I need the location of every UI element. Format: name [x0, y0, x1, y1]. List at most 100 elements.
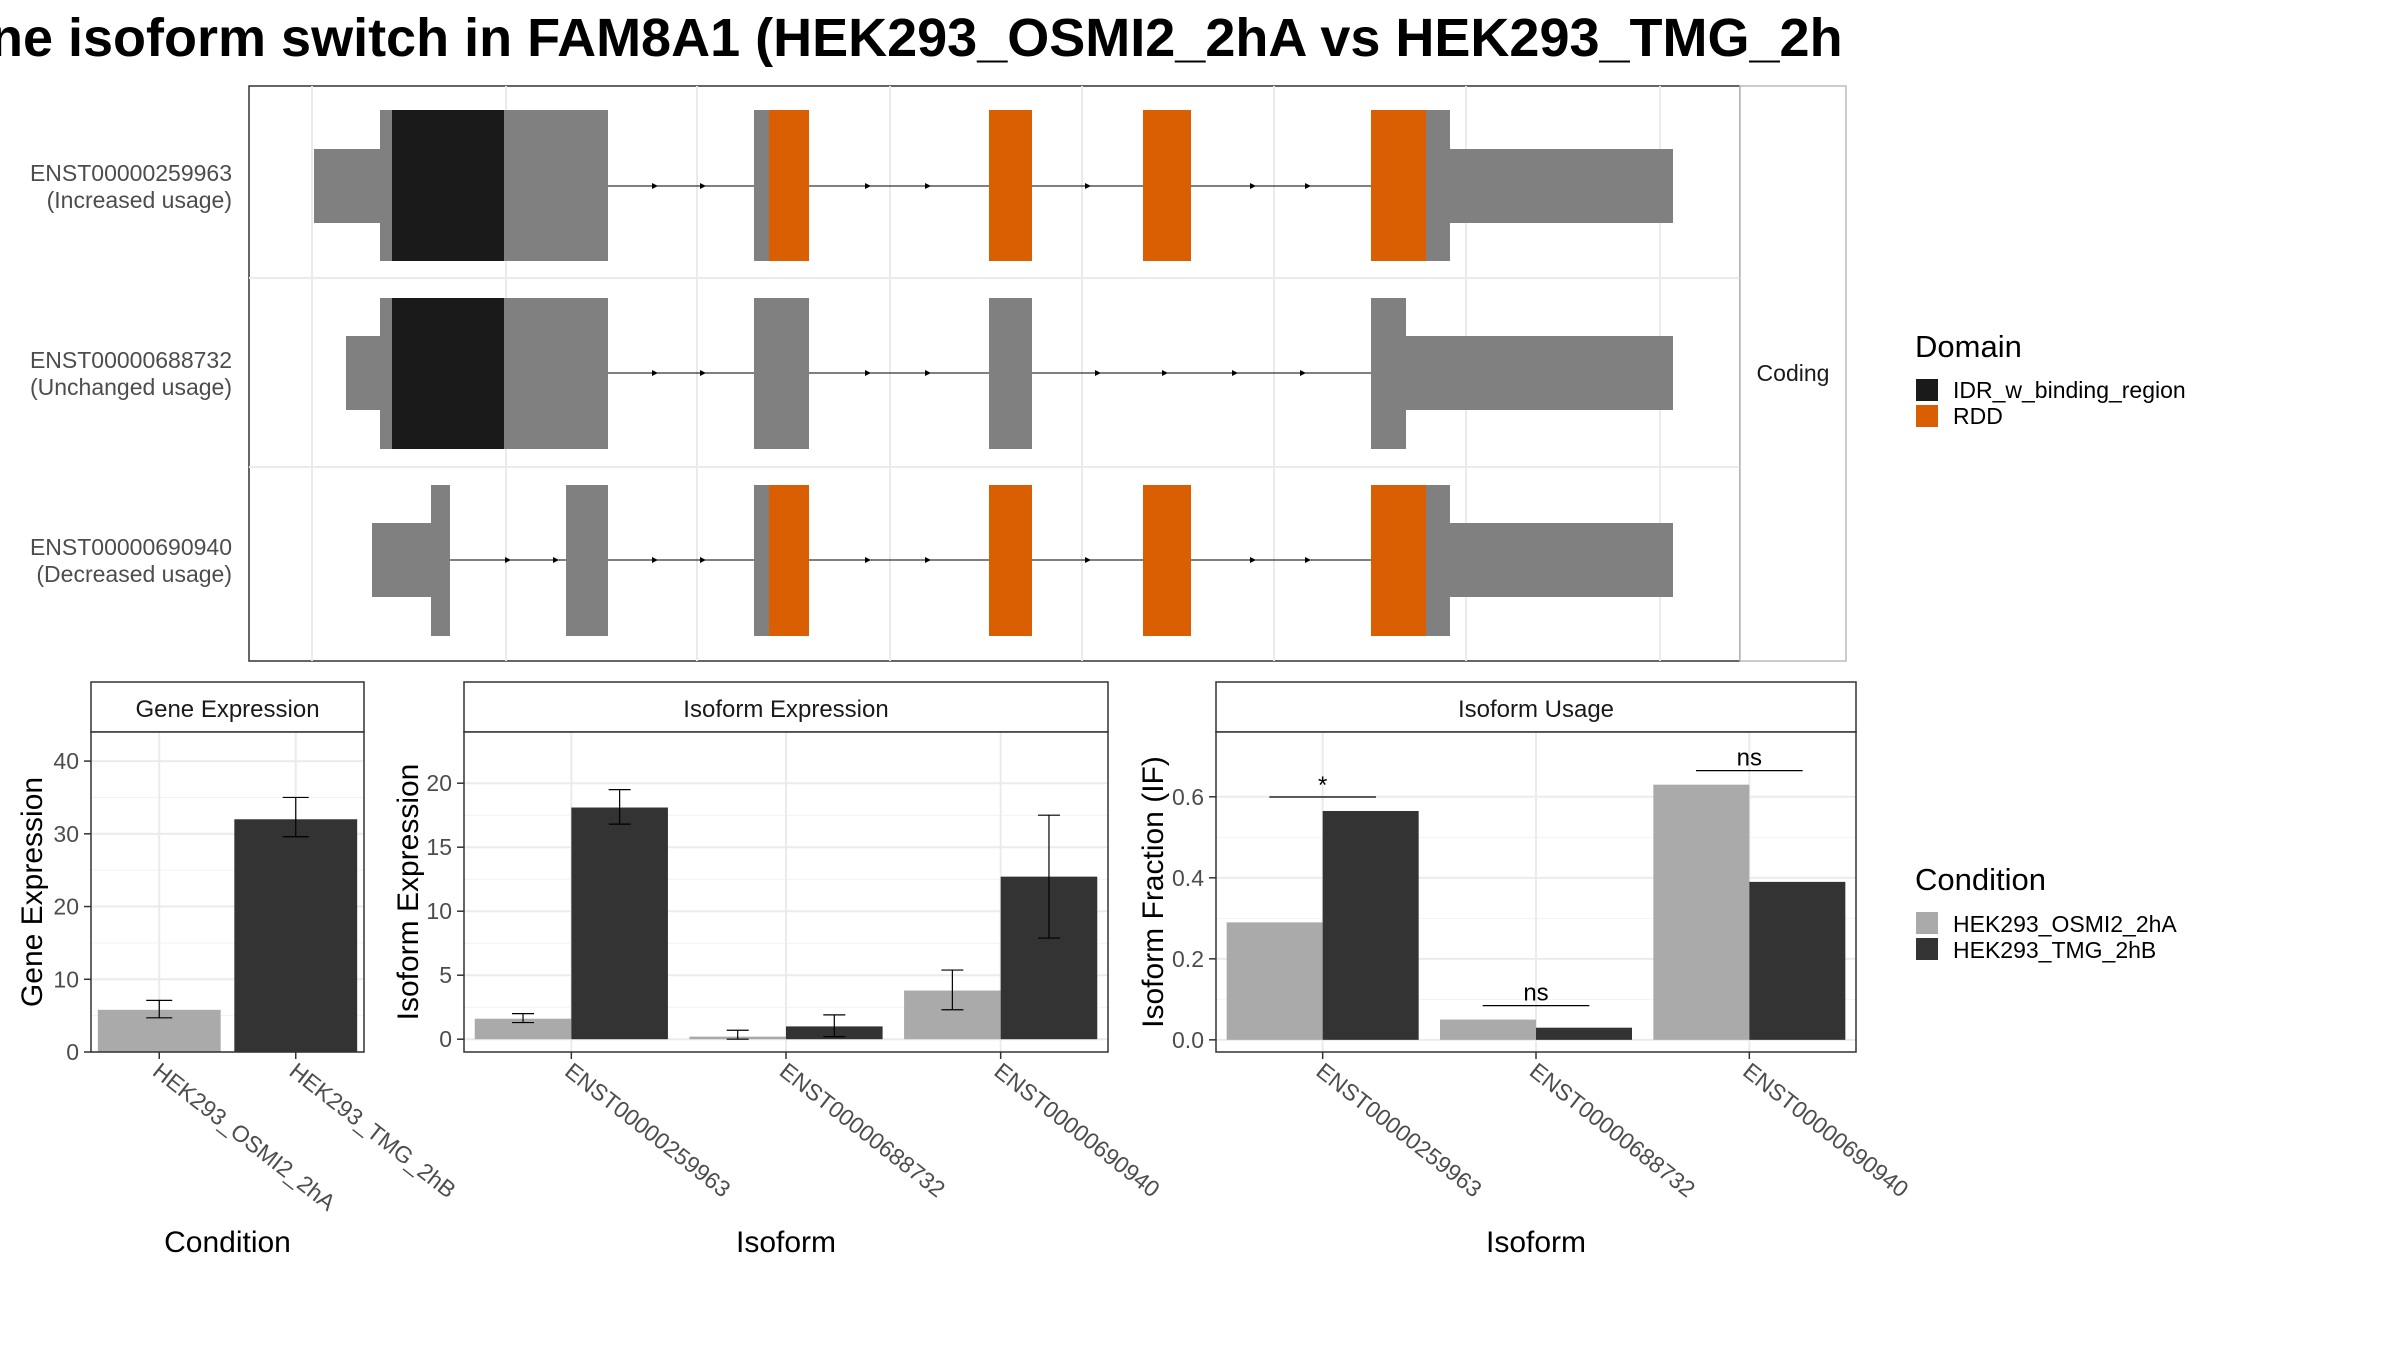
- significance-label: ns: [1523, 980, 1548, 1007]
- domain-legend: Domain IDR_w_binding_region RDD: [1915, 329, 2186, 429]
- x-tick-label: ENST00000259963: [1312, 1057, 1487, 1202]
- bar: [1322, 810, 1419, 1040]
- bar: [1226, 922, 1323, 1040]
- panel-strip: [463, 681, 1109, 733]
- legend-label: HEK293_TMG_2hB: [1953, 937, 2156, 963]
- legend-swatch: [1916, 379, 1938, 401]
- isoform-usage-panel: Isoform Usage * ns ns 0.0 0.2 0.4 0.6 ENST000002…: [1137, 681, 1913, 1259]
- panel-strip-title: Gene Expression: [135, 696, 319, 723]
- panel-strip-title: Isoform Expression: [683, 696, 888, 723]
- facet-strip: [1739, 85, 1847, 662]
- x-axis-title: Isoform: [736, 1226, 836, 1259]
- idr-domain: [392, 298, 504, 449]
- condition-legend: Condition HEK293_OSMI2_2hA HEK293_TMG_2h…: [1915, 862, 2177, 963]
- rdd-domain: [1143, 110, 1191, 261]
- transcript-structure-panel: ENST00000259963 (Increased usage) ENST00…: [30, 85, 1847, 662]
- bar: [474, 1018, 572, 1040]
- legend-swatch: [1916, 912, 1938, 934]
- transcript-id-label: ENST00000690940: [30, 534, 232, 560]
- y-tick-label: 0.2: [1172, 946, 1204, 972]
- significance-label: ns: [1737, 745, 1762, 772]
- utr-exon: [314, 149, 381, 223]
- legend-title: Condition: [1915, 862, 2046, 897]
- intron-arrows: [505, 557, 1311, 563]
- y-tick-label: 15: [426, 834, 452, 860]
- y-axis-title: Isoform Expression: [392, 764, 425, 1021]
- x-tick-label: ENST00000688732: [775, 1057, 950, 1202]
- rdd-domain: [989, 485, 1032, 636]
- utr-exon: [1404, 336, 1673, 410]
- transcript-labels: ENST00000259963 (Increased usage) ENST00…: [30, 160, 232, 587]
- transcript-row-2: [346, 298, 1673, 449]
- intron-arrows: [652, 183, 1311, 189]
- transcript-usage-label: (Unchanged usage): [30, 374, 232, 400]
- exon: [431, 485, 450, 636]
- bar: [1440, 1019, 1536, 1040]
- facet-strip-label: Coding: [1757, 360, 1830, 386]
- exon: [754, 110, 771, 261]
- transcript-row-3: [372, 485, 1673, 636]
- bar: [571, 807, 668, 1040]
- panel-strip: [1215, 681, 1857, 733]
- exon: [566, 485, 608, 636]
- exon: [1426, 485, 1450, 636]
- utr-exon: [1448, 523, 1673, 597]
- exon: [754, 298, 809, 449]
- rdd-domain: [1371, 110, 1426, 261]
- bar: [1536, 1027, 1632, 1040]
- x-tick-label: ENST00000688732: [1525, 1057, 1700, 1202]
- panel-border: [90, 731, 365, 1053]
- y-tick-label: 0.0: [1172, 1027, 1204, 1053]
- y-tick-label: 5: [439, 962, 452, 988]
- legend-label: RDD: [1953, 403, 2003, 429]
- intron-arrows: [652, 370, 1306, 376]
- y-tick-label: 30: [53, 821, 79, 847]
- rdd-domain: [989, 110, 1032, 261]
- y-axis-title: Gene Expression: [16, 777, 49, 1007]
- legend-swatch: [1916, 938, 1938, 960]
- exon: [1426, 110, 1450, 261]
- rdd-domain: [1143, 485, 1191, 636]
- utr-exon: [346, 336, 381, 410]
- rdd-domain: [769, 110, 809, 261]
- x-axis-title: Condition: [164, 1226, 291, 1259]
- legend-label: IDR_w_binding_region: [1953, 377, 2186, 403]
- significance-label: *: [1318, 772, 1327, 799]
- transcript-row-1: [314, 110, 1673, 261]
- y-tick-label: 0.4: [1172, 865, 1204, 891]
- y-tick-label: 0.6: [1172, 784, 1204, 810]
- y-tick-label: 0: [439, 1026, 452, 1052]
- x-tick-label: ENST00000690940: [990, 1057, 1165, 1202]
- transcript-id-label: ENST00000688732: [30, 347, 232, 373]
- y-tick-label: 40: [53, 748, 79, 774]
- exon: [989, 298, 1032, 449]
- y-tick-label: 20: [426, 770, 452, 796]
- rdd-domain: [769, 485, 809, 636]
- transcript-id-label: ENST00000259963: [30, 160, 232, 186]
- x-tick-label: ENST00000690940: [1738, 1057, 1913, 1202]
- exon: [754, 485, 771, 636]
- y-axis-title: Isoform Fraction (IF): [1137, 756, 1170, 1028]
- isoform-expression-panel: Isoform Expression 0 5 10 15 20 ENST0000025996…: [392, 681, 1165, 1259]
- x-axis-title: Isoform: [1486, 1226, 1586, 1259]
- bar: [1653, 784, 1750, 1040]
- x-tick-label: ENST00000259963: [560, 1057, 735, 1202]
- bar: [1749, 881, 1846, 1040]
- legend-swatch: [1916, 405, 1938, 427]
- utr-exon: [372, 523, 432, 597]
- figure-title: ne isoform switch in FAM8A1 (HEK293_OSMI…: [0, 8, 1843, 68]
- legend-title: Domain: [1915, 329, 2022, 364]
- rdd-domain: [1371, 485, 1426, 636]
- bar: [234, 819, 358, 1052]
- panel-strip: [90, 681, 365, 733]
- exon: [1371, 298, 1406, 449]
- legend-label: HEK293_OSMI2_2hA: [1953, 911, 2177, 937]
- idr-domain: [392, 110, 504, 261]
- utr-exon: [1448, 149, 1673, 223]
- y-tick-label: 0: [66, 1039, 79, 1065]
- panel-strip-title: Isoform Usage: [1458, 696, 1614, 723]
- y-tick-label: 20: [53, 894, 79, 920]
- y-tick-label: 10: [426, 898, 452, 924]
- transcript-usage-label: (Increased usage): [47, 187, 232, 213]
